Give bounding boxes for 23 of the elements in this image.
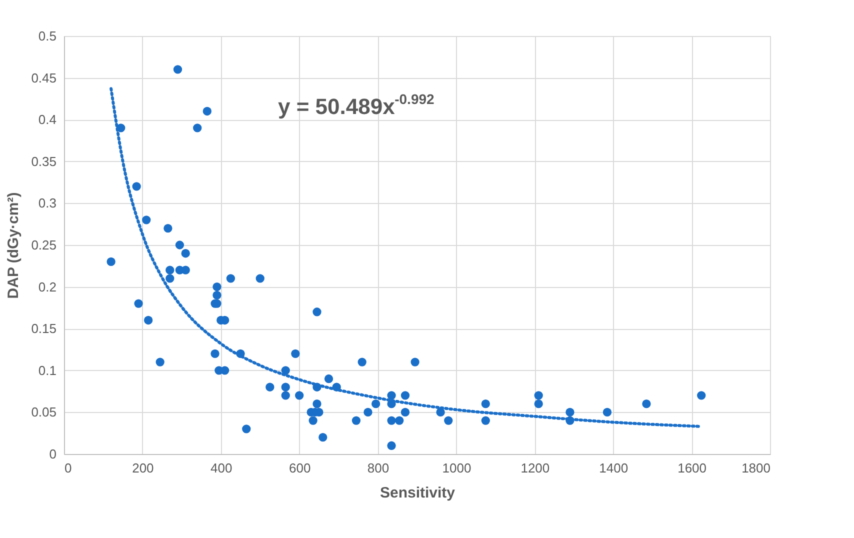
y-tick-label: 0 (49, 446, 56, 462)
x-tick-label: 600 (288, 460, 311, 476)
x-tick-label: 0 (64, 460, 72, 476)
x-tick-label: 1200 (520, 460, 550, 476)
y-tick-label: 0.1 (38, 362, 56, 378)
y-tick-label: 0.2 (38, 279, 56, 294)
y-tick-label: 0.45 (31, 70, 56, 86)
y-tick-label: 0.35 (31, 154, 56, 169)
x-tick-label: 1400 (599, 460, 628, 476)
y-tick-label: 0.25 (31, 238, 56, 252)
x-tick-label: 400 (210, 460, 232, 476)
y-tick-label: 0.5 (38, 28, 56, 44)
x-tick-label: 1000 (442, 460, 472, 476)
x-axis-title: Sensitivity (380, 484, 456, 502)
x-tick-label: 1600 (678, 460, 707, 476)
y-axis-title: DAP (dGy·cm²) (5, 192, 22, 299)
y-tick-label: 0.4 (38, 112, 56, 128)
y-tick-label: 0.3 (38, 196, 56, 211)
x-tick-label: 800 (367, 460, 390, 476)
y-tick-label: 0.15 (31, 321, 56, 336)
y-tick-label: 0.05 (31, 404, 56, 420)
x-tick-label: 1800 (742, 460, 770, 476)
x-tick-label: 200 (132, 460, 154, 476)
